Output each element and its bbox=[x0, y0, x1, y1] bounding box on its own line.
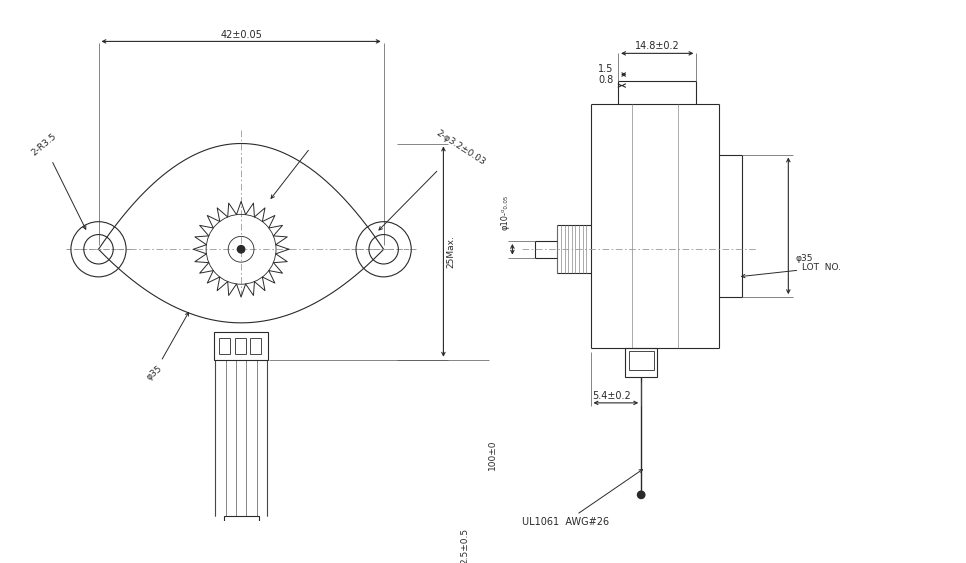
Bar bbox=[235, 338, 245, 354]
Bar bbox=[214, 332, 268, 360]
Text: UL1061  AWG#26: UL1061 AWG#26 bbox=[522, 470, 642, 528]
Text: 0.8: 0.8 bbox=[598, 75, 613, 85]
Circle shape bbox=[238, 245, 244, 253]
Text: 14.8±0.2: 14.8±0.2 bbox=[635, 41, 680, 51]
Text: φ35: φ35 bbox=[796, 254, 813, 263]
Text: 1.5: 1.5 bbox=[598, 64, 613, 74]
Text: 42±0.05: 42±0.05 bbox=[220, 30, 262, 40]
Circle shape bbox=[638, 491, 645, 498]
Text: 2-φ3.2±0.03: 2-φ3.2±0.03 bbox=[379, 128, 487, 230]
Text: 5.4±0.2: 5.4±0.2 bbox=[592, 391, 631, 400]
Text: φ35: φ35 bbox=[145, 312, 188, 382]
Bar bbox=[625, 348, 657, 377]
Text: 25Max.: 25Max. bbox=[446, 235, 455, 268]
Text: 2-R3.5: 2-R3.5 bbox=[30, 131, 86, 229]
Text: 2.5±0.5: 2.5±0.5 bbox=[460, 528, 469, 563]
Text: 100±0: 100±0 bbox=[488, 439, 497, 470]
Bar bbox=[219, 338, 230, 354]
Text: φ10-⁰₀.₀₅: φ10-⁰₀.₀₅ bbox=[500, 195, 509, 230]
Text: LOT  NO.: LOT NO. bbox=[742, 263, 841, 278]
Bar bbox=[250, 338, 262, 354]
Bar bbox=[629, 351, 654, 370]
Bar bbox=[223, 516, 259, 536]
